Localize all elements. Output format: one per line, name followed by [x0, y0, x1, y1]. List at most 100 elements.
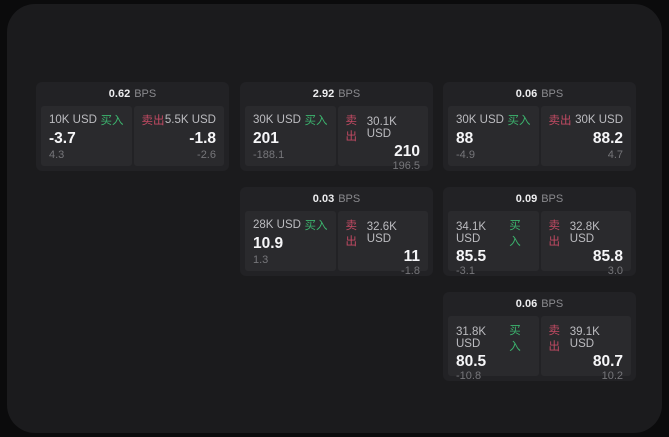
bps-unit-label: BPS [338, 193, 361, 205]
buy-tile-header: 31.8K USD 买入 [456, 322, 531, 354]
buy-delta-value: 4.3 [49, 149, 65, 161]
sell-tile-header: 卖出 30K USD [549, 112, 624, 128]
sell-tag: 卖出 [345, 115, 358, 143]
buy-tag: 买入 [304, 115, 328, 127]
buy-tile-header: 30K USD 买入 [456, 112, 531, 128]
bps-spread-value: 0.62 [108, 88, 131, 100]
sell-tile[interactable]: 卖出 30K USD 88.2 4.7 [540, 106, 631, 166]
sell-tile[interactable]: 卖出 32.6K USD 11 -1.8 [337, 211, 428, 276]
sell-delta-value: 196.5 [392, 159, 420, 172]
buy-size-label: 34.1K USD [456, 221, 487, 245]
buy-tile-header: 30K USD 买入 [253, 112, 328, 128]
card-header: 0.06 BPS [443, 82, 636, 106]
quotes-panel: 0.62 BPS 10K USD 买入 -3.7 4.3 卖出 5.5K USD… [7, 4, 662, 433]
sell-tile[interactable]: 卖出 30.1K USD 210 196.5 [337, 106, 428, 171]
sell-tile-header: 卖出 39.1K USD [549, 322, 624, 354]
sell-tag: 卖出 [548, 220, 561, 248]
sell-price-value: 85.8 [592, 248, 623, 265]
sell-tile-header: 卖出 30.1K USD [346, 112, 421, 144]
buy-tile-header: 28K USD 买入 [253, 217, 328, 233]
sell-delta-value: -1.8 [401, 264, 420, 277]
sell-size-label: 5.5K USD [164, 114, 216, 126]
sell-delta-value: 3.0 [607, 264, 623, 277]
sell-tag: 卖出 [548, 325, 561, 353]
sell-size-label: 30.1K USD [366, 116, 397, 140]
buy-tag: 买入 [509, 220, 521, 248]
bps-spread-value: 0.06 [515, 88, 538, 100]
buy-delta-value: -188.1 [253, 149, 285, 161]
buy-delta-value: 1.3 [253, 254, 269, 266]
buy-price-value: 85.5 [456, 248, 487, 265]
sell-tile[interactable]: 卖出 5.5K USD -1.8 -2.6 [133, 106, 224, 166]
bps-spread-value: 0.03 [312, 193, 335, 205]
bps-unit-label: BPS [338, 88, 361, 100]
sell-tile-header: 卖出 5.5K USD [142, 112, 217, 128]
sell-tile[interactable]: 卖出 39.1K USD 80.7 10.2 [540, 316, 631, 381]
sell-price-value: 11 [403, 248, 420, 265]
card-body: 30K USD 买入 88 -4.9 卖出 30K USD 88.2 4.7 [443, 106, 636, 171]
sell-tile-header: 卖出 32.8K USD [549, 217, 624, 249]
buy-delta-value: -4.9 [456, 149, 475, 161]
buy-tile[interactable]: 30K USD 买入 201 -188.1 [245, 106, 336, 166]
buy-size-label: 10K USD [49, 114, 97, 126]
card-header: 0.06 BPS [443, 292, 636, 316]
buy-price-value: 80.5 [456, 353, 487, 370]
bps-unit-label: BPS [541, 88, 564, 100]
card-body: 34.1K USD 买入 85.5 -3.1 卖出 32.8K USD 85.8… [443, 211, 636, 276]
sell-size-label: 32.8K USD [569, 221, 600, 245]
sell-tag: 卖出 [345, 220, 358, 248]
card-header: 0.03 BPS [240, 187, 433, 211]
bps-spread-value: 0.09 [515, 193, 538, 205]
sell-delta-value: 4.7 [607, 149, 623, 161]
buy-size-label: 28K USD [253, 219, 301, 231]
buy-tile-header: 10K USD 买入 [49, 112, 124, 128]
bps-unit-label: BPS [541, 193, 564, 205]
sell-price-value: 210 [394, 143, 420, 160]
sell-price-value: -1.8 [189, 129, 216, 147]
card-header: 0.62 BPS [36, 82, 229, 106]
sell-delta-value: -2.6 [197, 149, 216, 161]
sell-delta-value: 10.2 [601, 369, 623, 382]
sell-tile[interactable]: 卖出 32.8K USD 85.8 3.0 [540, 211, 631, 276]
sell-tag: 卖出 [141, 115, 165, 127]
quote-card: 0.06 BPS 30K USD 买入 88 -4.9 卖出 30K USD 8… [443, 82, 636, 171]
buy-tile[interactable]: 10K USD 买入 -3.7 4.3 [41, 106, 132, 166]
sell-tag: 卖出 [548, 115, 572, 127]
card-body: 31.8K USD 买入 80.5 -10.8 卖出 39.1K USD 80.… [443, 316, 636, 381]
sell-size-label: 32.6K USD [366, 221, 397, 245]
buy-delta-value: -3.1 [456, 264, 475, 277]
card-header: 2.92 BPS [240, 82, 433, 106]
card-header: 0.09 BPS [443, 187, 636, 211]
buy-delta-value: -10.8 [456, 369, 482, 382]
quote-card: 0.09 BPS 34.1K USD 买入 85.5 -3.1 卖出 32.8K… [443, 187, 636, 276]
buy-tag: 买入 [509, 325, 521, 353]
buy-tag: 买入 [304, 220, 328, 232]
quote-card: 0.62 BPS 10K USD 买入 -3.7 4.3 卖出 5.5K USD… [36, 82, 229, 171]
buy-size-label: 31.8K USD [456, 326, 487, 350]
sell-price-value: 80.7 [592, 353, 623, 370]
buy-tag: 买入 [100, 115, 124, 127]
buy-tag: 买入 [507, 115, 531, 127]
bps-spread-value: 0.06 [515, 298, 538, 310]
sell-size-label: 39.1K USD [569, 326, 600, 350]
buy-tile[interactable]: 30K USD 买入 88 -4.9 [448, 106, 539, 166]
quote-card: 0.06 BPS 31.8K USD 买入 80.5 -10.8 卖出 39.1… [443, 292, 636, 381]
sell-size-label: 30K USD [575, 114, 623, 126]
buy-tile[interactable]: 28K USD 买入 10.9 1.3 [245, 211, 336, 271]
card-body: 28K USD 买入 10.9 1.3 卖出 32.6K USD 11 -1.8 [240, 211, 433, 276]
bps-spread-value: 2.92 [312, 88, 335, 100]
buy-tile[interactable]: 34.1K USD 买入 85.5 -3.1 [448, 211, 539, 276]
buy-tile-header: 34.1K USD 买入 [456, 217, 531, 249]
bps-unit-label: BPS [541, 298, 564, 310]
buy-price-value: -3.7 [49, 129, 76, 147]
buy-price-value: 10.9 [253, 234, 284, 252]
sell-price-value: 88.2 [592, 129, 623, 147]
quote-card: 2.92 BPS 30K USD 买入 201 -188.1 卖出 30.1K … [240, 82, 433, 171]
buy-size-label: 30K USD [456, 114, 504, 126]
quote-card: 0.03 BPS 28K USD 买入 10.9 1.3 卖出 32.6K US… [240, 187, 433, 276]
bps-unit-label: BPS [134, 88, 157, 100]
buy-price-value: 201 [253, 129, 279, 147]
buy-tile[interactable]: 31.8K USD 买入 80.5 -10.8 [448, 316, 539, 381]
sell-tile-header: 卖出 32.6K USD [346, 217, 421, 249]
